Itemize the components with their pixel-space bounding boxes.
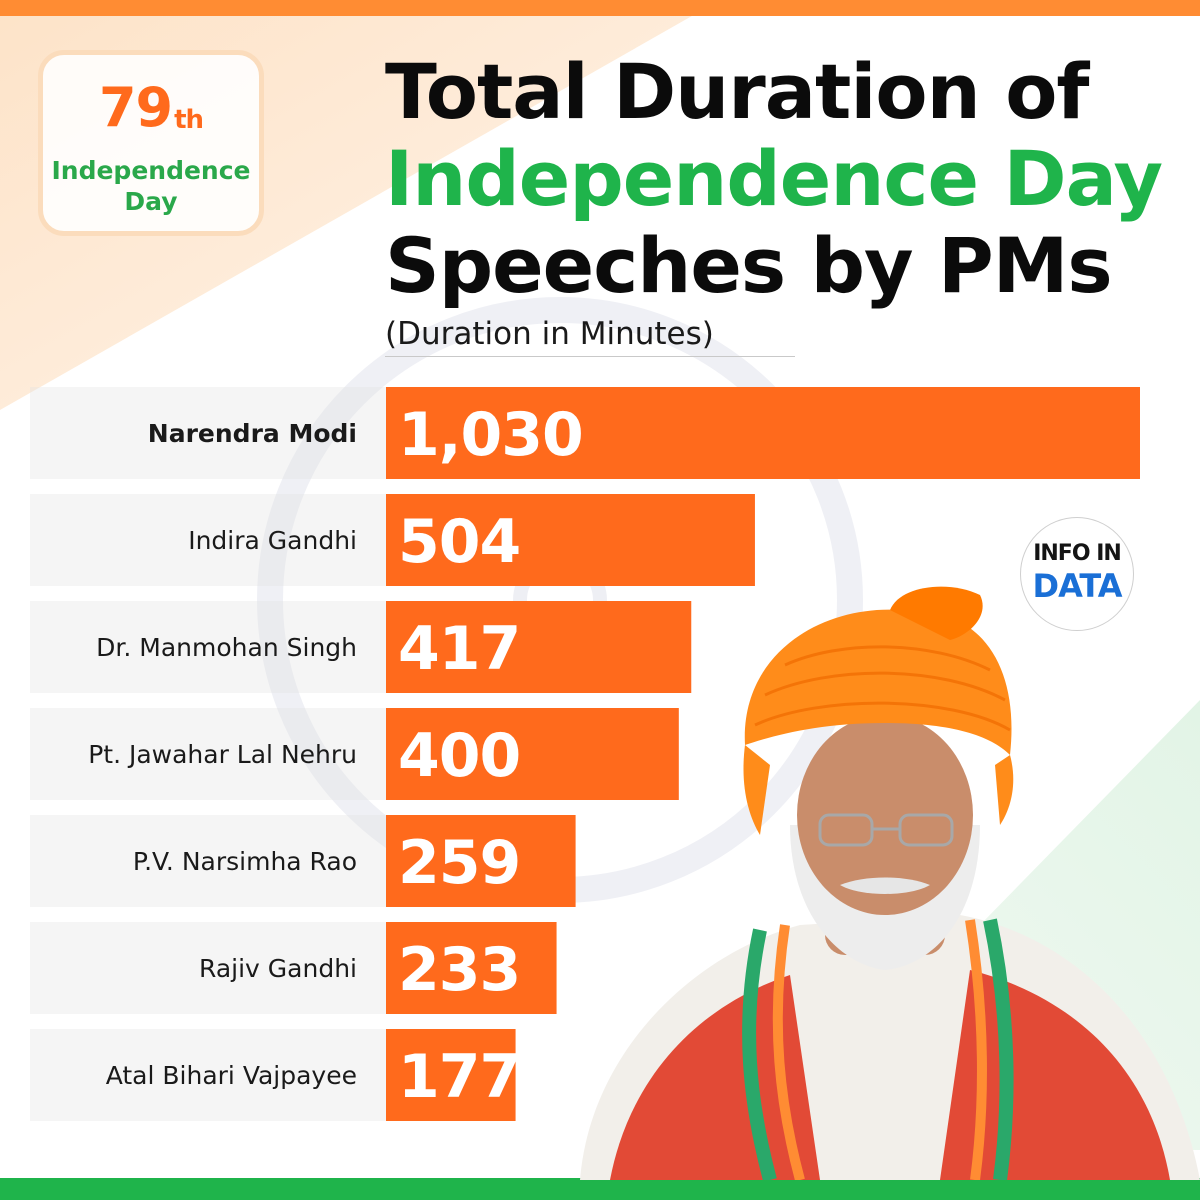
independence-day-badge: 79th Independence Day: [38, 50, 264, 236]
chart-subtitle: (Duration in Minutes): [385, 316, 795, 357]
person-portrait-icon: [580, 586, 1200, 1180]
info-in-data-logo: INFO IN DATA: [1020, 517, 1134, 631]
category-label: Atal Bihari Vajpayee: [106, 1061, 357, 1090]
value-label: 177: [398, 1042, 520, 1112]
category-label: Narendra Modi: [148, 419, 357, 448]
title-line-2: Independence Day: [385, 134, 1163, 223]
title-line-1: Total Duration of: [385, 47, 1089, 136]
bar: [386, 815, 576, 907]
bar-chart: Narendra Modi 1,030 Indira Gandhi 504 Dr. Ma…: [0, 380, 1200, 1140]
title-line-3: Speeches by PMs: [385, 221, 1113, 310]
row-background: [30, 708, 386, 800]
bar: [386, 494, 755, 586]
value-label: 1,030: [398, 400, 583, 470]
badge-label-line2: Day: [124, 187, 178, 216]
value-label: 233: [398, 935, 520, 1005]
row-background: [30, 815, 386, 907]
value-label: 400: [398, 721, 520, 791]
bar: [386, 708, 679, 800]
bottom-green-bar: [0, 1178, 1200, 1200]
value-label: 259: [398, 828, 520, 898]
top-saffron-bar: [0, 0, 1200, 16]
row-background: [30, 494, 386, 586]
bar-chart-svg: Narendra Modi 1,030 Indira Gandhi 504 Dr. Ma…: [30, 387, 1140, 1121]
row-background: [30, 922, 386, 1014]
category-label: P.V. Narsimha Rao: [133, 847, 357, 876]
page-title: Total Duration of Independence Day Speec…: [385, 48, 1185, 309]
logo-text-top: INFO IN: [1033, 541, 1122, 566]
bar: [386, 387, 1140, 479]
badge-label-line1: Independence: [51, 156, 251, 185]
category-label: Dr. Manmohan Singh: [96, 633, 357, 662]
value-label: 504: [398, 507, 520, 577]
bar: [386, 601, 692, 693]
value-label: 417: [398, 614, 520, 684]
badge-number: 79th: [98, 76, 204, 139]
badge-suffix: th: [174, 105, 204, 135]
badge-label: Independence Day: [43, 155, 259, 217]
category-label: Indira Gandhi: [188, 526, 357, 555]
row-background: [30, 601, 386, 693]
logo-text-bottom: DATA: [1032, 567, 1123, 605]
row-background: [30, 387, 386, 479]
bar: [386, 1029, 516, 1121]
row-background: [30, 1029, 386, 1121]
category-label: Pt. Jawahar Lal Nehru: [88, 740, 357, 769]
category-label: Rajiv Gandhi: [199, 954, 357, 983]
bar: [386, 922, 557, 1014]
